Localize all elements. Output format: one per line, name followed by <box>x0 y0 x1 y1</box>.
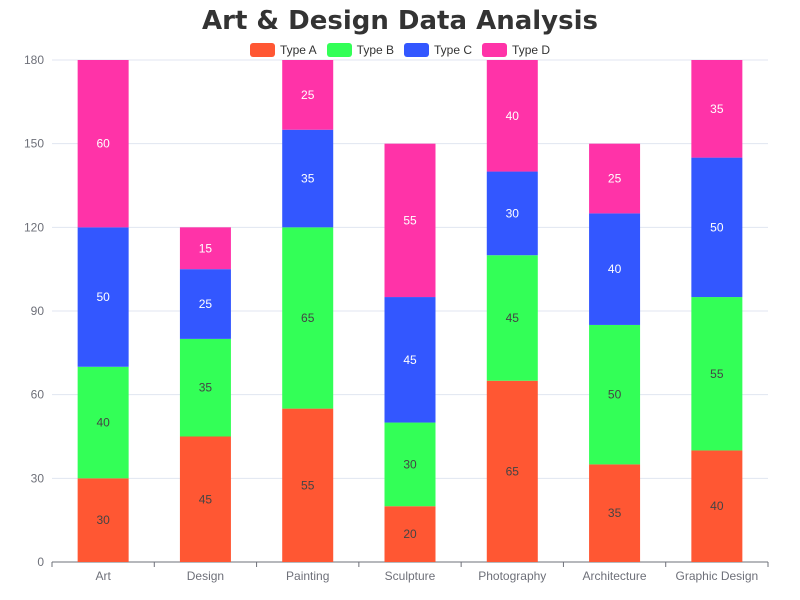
x-tick-label: Design <box>187 569 224 583</box>
data-label: 50 <box>608 388 622 402</box>
bar-segment <box>384 143 436 298</box>
data-label: 35 <box>199 381 213 395</box>
data-label: 55 <box>301 478 315 492</box>
x-tick-label: Sculpture <box>385 569 436 583</box>
legend-swatch <box>249 43 275 57</box>
bar-segment <box>691 157 743 298</box>
data-label: 35 <box>710 102 724 116</box>
y-tick-label: 60 <box>31 388 45 402</box>
bar-segment <box>384 506 436 562</box>
data-label: 35 <box>301 172 315 186</box>
data-label: 45 <box>199 492 213 506</box>
bar-segment <box>179 338 231 437</box>
bar-segment <box>179 436 231 562</box>
legend-label: Type D <box>512 43 551 57</box>
bar-segment <box>589 143 641 214</box>
bar-segment <box>77 227 129 367</box>
data-label: 50 <box>710 220 724 234</box>
legend-label: Type C <box>434 43 473 57</box>
bar-segment <box>589 213 641 325</box>
bar-segment <box>282 408 334 562</box>
y-tick-label: 90 <box>31 304 45 318</box>
bar-segment <box>384 297 436 423</box>
bar-segment <box>486 380 538 562</box>
bar-segment <box>179 227 231 270</box>
data-label: 25 <box>608 172 622 186</box>
legend: Type A Type B Type C Type D <box>0 43 800 57</box>
legend-item[interactable]: Type A <box>249 43 317 57</box>
bar-segment <box>282 227 334 409</box>
bar-segment <box>589 324 641 465</box>
y-tick-label: 120 <box>24 220 44 234</box>
data-label: 40 <box>710 499 724 513</box>
bar-segment <box>77 478 129 562</box>
bar-segment <box>691 60 743 158</box>
bar-segment <box>486 171 538 256</box>
data-label: 40 <box>608 262 622 276</box>
data-label: 40 <box>96 416 110 430</box>
data-label: 60 <box>96 137 110 151</box>
legend-swatch <box>326 43 352 57</box>
data-label: 50 <box>96 290 110 304</box>
y-tick-label: 0 <box>37 555 44 569</box>
bar-segment <box>282 129 334 228</box>
data-label: 55 <box>710 367 724 381</box>
bar-segment <box>179 269 231 339</box>
bar-segment <box>77 366 129 479</box>
data-label: 35 <box>608 506 622 520</box>
y-tick-label: 30 <box>31 471 45 485</box>
legend-item[interactable]: Type D <box>482 43 550 57</box>
data-label: 30 <box>506 206 520 220</box>
data-label: 65 <box>301 311 315 325</box>
data-label: 25 <box>199 297 213 311</box>
bar-segment <box>691 297 743 451</box>
bar-segment <box>691 450 743 562</box>
y-tick-label: 180 <box>24 53 44 67</box>
x-tick-label: Painting <box>286 569 329 583</box>
legend-swatch <box>404 43 430 57</box>
bar-segment <box>384 422 436 507</box>
data-label: 45 <box>403 353 417 367</box>
bar-segment <box>282 60 334 130</box>
x-tick-label: Art <box>95 569 111 583</box>
legend-label: Type B <box>356 43 395 57</box>
data-label: 15 <box>199 241 213 255</box>
y-tick-label: 150 <box>24 137 44 151</box>
data-label: 20 <box>403 527 417 541</box>
bar-segment <box>589 464 641 562</box>
x-tick-label: Architecture <box>583 569 647 583</box>
chart-title: Art & Design Data Analysis <box>202 6 598 36</box>
data-label: 30 <box>403 457 417 471</box>
x-tick-label: Graphic Design <box>675 569 758 583</box>
x-tick-label: Photography <box>478 569 546 583</box>
bar-segment <box>77 60 129 228</box>
data-label: 65 <box>506 464 520 478</box>
data-label: 30 <box>96 513 110 527</box>
data-label: 45 <box>506 311 520 325</box>
legend-swatch <box>482 43 508 57</box>
data-label: 55 <box>403 213 417 227</box>
legend-item[interactable]: Type C <box>404 43 472 57</box>
data-label: 25 <box>301 88 315 102</box>
legend-label: Type A <box>279 43 317 57</box>
legend-item[interactable]: Type B <box>326 43 395 57</box>
bar-segment <box>486 255 538 381</box>
bar-segment <box>486 60 538 172</box>
data-label: 40 <box>506 109 520 123</box>
